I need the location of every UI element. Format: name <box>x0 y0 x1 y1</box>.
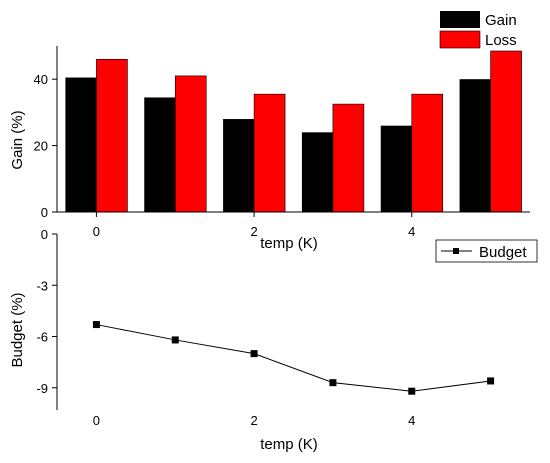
bottom-x-tick-label-1: 2 <box>250 413 257 428</box>
budget-series-group <box>92 321 495 395</box>
legend-budget-label: Budget <box>479 244 527 261</box>
budget-point-3 <box>329 379 337 387</box>
top-x-axis-title: temp (K) <box>260 235 318 252</box>
top-y-ticks: 0 20 40 <box>34 72 57 220</box>
top-y-tick-label-2: 40 <box>34 72 48 87</box>
legend-budget-marker <box>453 248 459 254</box>
bottom-x-ticks: 0 2 4 <box>93 413 416 428</box>
budget-point-0 <box>92 321 100 329</box>
bar-gain-5 <box>459 79 491 212</box>
legend-loss-label: Loss <box>485 32 517 49</box>
bottom-x-tick-label-2: 4 <box>408 413 415 428</box>
bar-loss-2 <box>253 93 286 213</box>
bottom-y-ticks: 0 -3 -6 -9 <box>36 227 57 396</box>
bottom-y-tick-label-2: -6 <box>36 330 48 345</box>
bar-loss-5 <box>490 50 522 213</box>
bottom-y-axis-title: Budget (%) <box>9 292 26 367</box>
bottom-legend: Budget <box>435 239 538 263</box>
bar-loss-4 <box>411 93 444 213</box>
gain-loss-panel: 0 20 40 0 2 4 Gain (%) temp (K) Gain Los… <box>9 11 530 252</box>
legend-loss-swatch <box>439 30 481 49</box>
budget-series-line <box>96 324 491 392</box>
legend-gain-swatch <box>440 11 480 28</box>
bar-gain-2 <box>223 119 255 212</box>
budget-point-1 <box>171 336 179 344</box>
budget-point-5 <box>487 377 495 385</box>
top-x-ticks: 0 2 4 <box>93 212 415 239</box>
bar-gain-4 <box>380 125 412 212</box>
legend-gain-label: Gain <box>485 12 517 29</box>
bottom-y-tick-label-0: 0 <box>41 227 48 242</box>
top-y-axis-title: Gain (%) <box>9 110 26 169</box>
bar-gain-1 <box>144 97 176 212</box>
bar-gain-0 <box>65 77 97 212</box>
bottom-x-tick-label-0: 0 <box>93 413 100 428</box>
top-x-tick-label-1: 2 <box>250 224 257 239</box>
bar-series-group <box>65 50 522 213</box>
top-y-tick-label-0: 0 <box>41 205 48 220</box>
top-x-tick-label-2: 4 <box>408 224 415 239</box>
budget-panel: 0 -3 -6 -9 0 2 4 Budget (%) temp (K) Bud… <box>9 227 538 453</box>
bar-gain-3 <box>301 132 333 212</box>
top-legend: Gain Loss <box>439 11 517 49</box>
top-y-tick-label-1: 20 <box>34 139 48 154</box>
bottom-legend-frame <box>435 239 538 263</box>
bottom-y-tick-label-1: -3 <box>36 278 48 293</box>
budget-point-4 <box>408 387 416 395</box>
bar-loss-3 <box>332 103 365 213</box>
bar-loss-1 <box>174 75 207 213</box>
bottom-x-axis-title: temp (K) <box>260 436 318 453</box>
budget-point-2 <box>250 350 258 358</box>
top-x-tick-label-0: 0 <box>93 224 100 239</box>
bottom-y-tick-label-3: -9 <box>36 381 48 396</box>
bar-loss-0 <box>96 58 128 213</box>
